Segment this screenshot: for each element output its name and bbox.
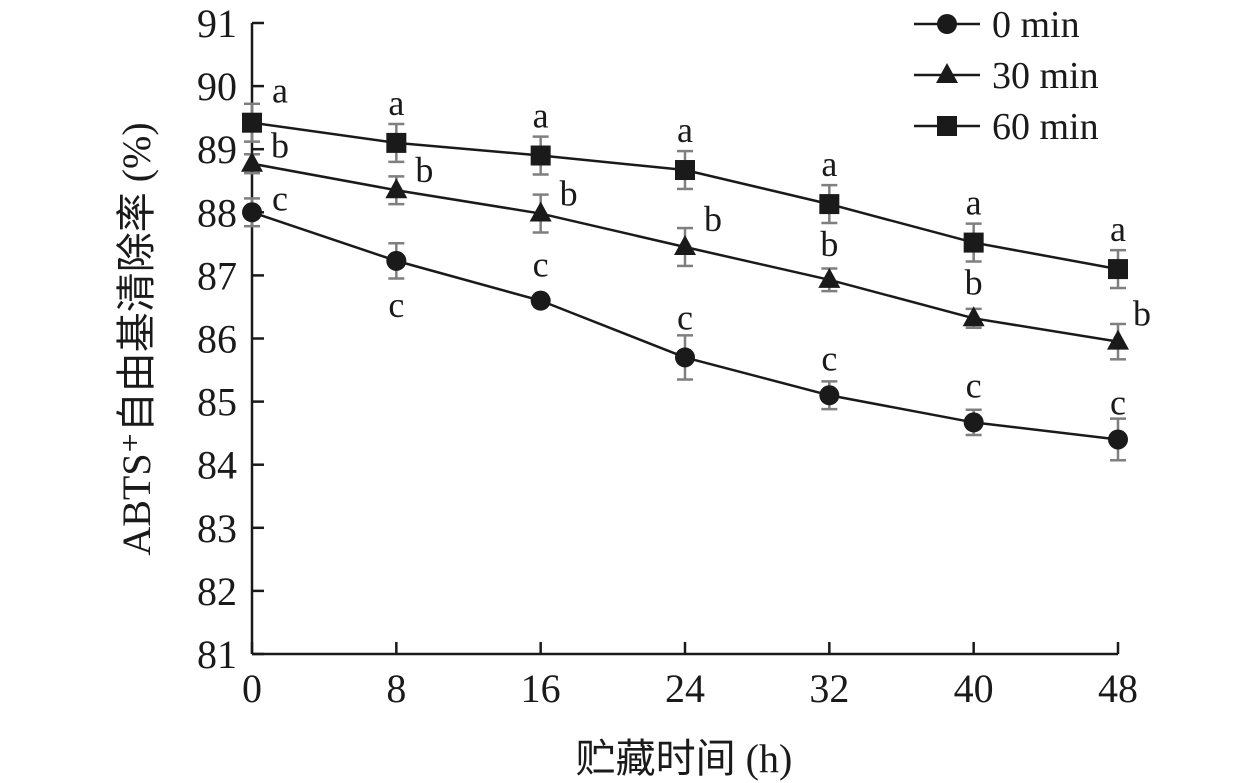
legend: 0 min 30 min 60 min <box>914 4 1099 148</box>
legend-item-square: 60 min <box>914 106 1099 148</box>
y-tick-label: 83 <box>197 506 237 551</box>
data-point-triangle <box>1107 329 1129 350</box>
data-point-circle <box>819 385 840 406</box>
data-point-square <box>819 194 840 215</box>
significance-label: c <box>1110 382 1126 422</box>
significance-label: a <box>272 71 288 111</box>
legend-item-triangle: 30 min <box>914 55 1099 97</box>
y-tick-label: 87 <box>197 253 237 298</box>
y-tick-label: 91 <box>197 1 237 46</box>
y-tick-label: 89 <box>197 127 237 172</box>
significance-label: b <box>415 150 433 190</box>
data-point-square <box>963 232 984 253</box>
y-tick-label: 90 <box>197 64 237 109</box>
x-tick-label: 48 <box>1098 666 1138 711</box>
significance-label: a <box>533 96 549 136</box>
data-point-square <box>530 145 551 166</box>
significance-label: b <box>271 126 289 166</box>
legend-marker-triangle <box>936 63 958 83</box>
significance-label: c <box>272 178 288 218</box>
data-point-circle <box>530 290 551 311</box>
y-tick-label: 86 <box>197 317 237 362</box>
series-square: a a a a a a a <box>242 71 1128 290</box>
significance-label: a <box>1110 209 1126 249</box>
legend-marker-circle <box>937 14 957 34</box>
y-tick-label: 82 <box>197 569 237 614</box>
data-point-circle <box>386 250 407 271</box>
series-triangle: b b b b b b b <box>241 126 1151 361</box>
data-point-square <box>1108 259 1128 280</box>
x-tick-label: 0 <box>242 666 262 711</box>
data-point-circle <box>675 347 695 368</box>
legend-label: 0 min <box>992 4 1080 46</box>
x-axis-label: 贮藏时间 (h) <box>576 736 793 781</box>
data-point-triangle <box>674 235 696 256</box>
data-point-circle <box>963 412 984 433</box>
data-point-square <box>675 160 695 181</box>
significance-label: b <box>704 199 722 239</box>
x-tick-label: 32 <box>809 666 849 711</box>
legend-label: 30 min <box>992 55 1099 97</box>
significance-label: a <box>677 110 693 150</box>
significance-label: c <box>966 365 982 405</box>
data-point-square <box>386 132 407 153</box>
x-tick-label: 16 <box>521 666 561 711</box>
data-point-triangle <box>529 201 552 222</box>
y-tick-label: 88 <box>197 190 237 235</box>
significance-label: b <box>560 174 578 214</box>
data-point-triangle <box>962 306 985 327</box>
significance-label: a <box>388 83 404 123</box>
x-tick-label: 40 <box>954 666 994 711</box>
x-tick-label: 24 <box>665 666 705 711</box>
significance-label: b <box>965 262 983 302</box>
data-point-square <box>242 112 262 133</box>
significance-label: c <box>533 245 549 285</box>
y-tick-label: 85 <box>197 380 237 425</box>
data-point-triangle <box>818 267 841 288</box>
legend-label: 60 min <box>992 106 1099 148</box>
x-tick-label: 8 <box>386 666 406 711</box>
significance-label: b <box>1133 294 1151 334</box>
data-point-triangle <box>241 151 263 172</box>
significance-label: c <box>821 338 837 378</box>
data-point-triangle <box>385 178 408 199</box>
y-axis-label: ABTS⁺自由基清除率 (%) <box>114 122 159 555</box>
legend-marker-square <box>937 116 957 136</box>
series-circle: c c c c c c c <box>242 178 1128 462</box>
significance-label: c <box>677 297 693 337</box>
data-point-circle <box>242 202 262 223</box>
legend-item-circle: 0 min <box>914 4 1080 46</box>
significance-label: a <box>966 183 982 223</box>
axes: 81 82 83 84 85 86 87 88 89 90 91 0 8 16 24 32 40 48 <box>197 1 1138 711</box>
y-tick-label: 81 <box>197 632 237 677</box>
data-point-circle <box>1108 429 1128 450</box>
y-tick-label: 84 <box>197 443 237 488</box>
significance-label: c <box>388 285 404 325</box>
significance-label: a <box>821 144 837 184</box>
significance-label: b <box>820 224 838 264</box>
